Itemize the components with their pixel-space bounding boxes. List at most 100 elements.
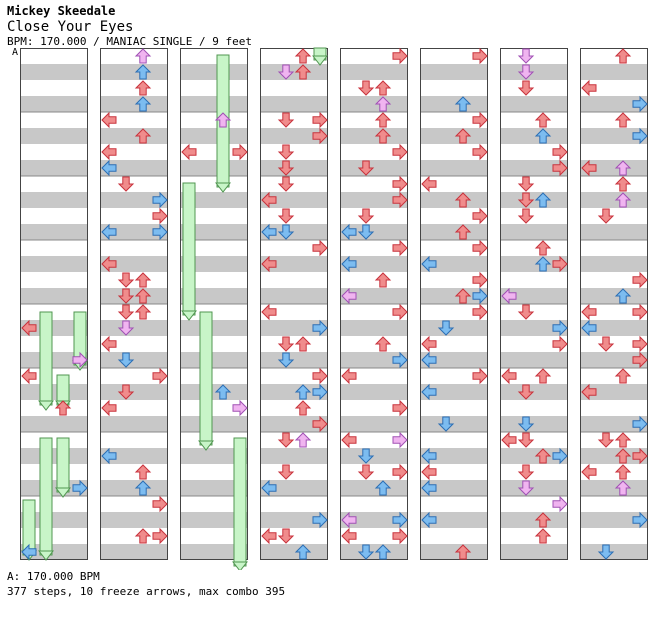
step-arrow [277, 144, 295, 160]
beat-stripe [420, 512, 488, 528]
step-arrow [357, 448, 375, 464]
step-arrow [117, 176, 135, 192]
beat-stripe [20, 320, 88, 336]
beat-stripe [180, 256, 248, 272]
beat-stripe [500, 352, 568, 368]
beat-stripe [580, 160, 648, 176]
beat-stripe [500, 416, 568, 432]
step-arrow [374, 544, 392, 560]
step-arrow [101, 447, 117, 465]
freeze-arrow-tail [37, 400, 55, 411]
beat-stripe [420, 352, 488, 368]
beat-stripe [500, 544, 568, 560]
footer-bpm: A: 170.000 BPM [7, 570, 100, 583]
measure-column-frame [260, 48, 328, 560]
beat-stripe [180, 480, 248, 496]
step-arrow [134, 304, 152, 320]
step-arrow [152, 207, 168, 225]
beat-stripe [420, 544, 488, 560]
step-arrow [392, 399, 408, 417]
beat-stripe [260, 352, 328, 368]
beat-stripe [340, 480, 408, 496]
step-arrow [294, 432, 312, 448]
step-arrow [581, 383, 597, 401]
step-arrow [214, 384, 232, 400]
beat-stripe [100, 160, 168, 176]
beat-stripe [340, 448, 408, 464]
freeze-arrow-body [39, 437, 53, 556]
step-arrow [277, 352, 295, 368]
freeze-arrow-tail [231, 561, 249, 570]
step-arrow [517, 384, 535, 400]
beat-stripe [580, 192, 648, 208]
step-arrow [501, 367, 517, 385]
step-arrow [374, 272, 392, 288]
step-arrow [117, 384, 135, 400]
step-arrow [534, 448, 552, 464]
beat-stripe [340, 224, 408, 240]
step-arrow [117, 288, 135, 304]
step-arrow [134, 80, 152, 96]
step-arrow [374, 96, 392, 112]
freeze-arrow-body [56, 437, 70, 493]
step-arrow [421, 335, 437, 353]
beat-stripe [20, 288, 88, 304]
step-arrow [534, 368, 552, 384]
step-arrow [134, 288, 152, 304]
beat-stripe [580, 256, 648, 272]
measure-column-frame [580, 48, 648, 560]
step-arrow [421, 479, 437, 497]
beat-stripe [260, 256, 328, 272]
beat-stripe [500, 64, 568, 80]
beat-stripe [340, 352, 408, 368]
step-arrow [341, 287, 357, 305]
measure-column-frame [180, 48, 248, 560]
beat-stripe [180, 512, 248, 528]
step-arrow [632, 415, 648, 433]
step-arrow [597, 432, 615, 448]
step-arrow [614, 368, 632, 384]
step-arrow [552, 495, 568, 513]
beat-stripe [580, 480, 648, 496]
beat-stripe [100, 480, 168, 496]
step-arrow [517, 80, 535, 96]
step-arrow [581, 319, 597, 337]
step-arrow [454, 96, 472, 112]
freeze-arrow-tail [214, 182, 232, 193]
step-arrow [392, 191, 408, 209]
step-arrow [101, 223, 117, 241]
beat-stripe [260, 224, 328, 240]
step-arrow [534, 528, 552, 544]
step-arrow [232, 143, 248, 161]
beat-stripe [580, 544, 648, 560]
step-arrow [232, 399, 248, 417]
beat-stripe [500, 480, 568, 496]
step-arrow [101, 159, 117, 177]
measure-column-frame [500, 48, 568, 560]
beat-stripe [20, 416, 88, 432]
step-arrow [277, 432, 295, 448]
step-arrow [392, 47, 408, 65]
step-arrow [534, 112, 552, 128]
step-arrow [632, 127, 648, 145]
step-arrow [21, 367, 37, 385]
step-arrow [312, 319, 328, 337]
measure-column-frame [100, 48, 168, 560]
step-arrow [421, 463, 437, 481]
step-arrow [632, 447, 648, 465]
step-arrow [374, 336, 392, 352]
step-arrow [261, 479, 277, 497]
step-arrow [101, 335, 117, 353]
beat-stripe [420, 448, 488, 464]
step-arrow [421, 175, 437, 193]
beat-stripe [340, 512, 408, 528]
step-arrow [261, 255, 277, 273]
beat-stripe [100, 192, 168, 208]
step-arrow [632, 511, 648, 529]
step-arrow [392, 431, 408, 449]
step-arrow [517, 464, 535, 480]
step-arrow [597, 336, 615, 352]
beat-stripe [500, 448, 568, 464]
step-arrow [152, 495, 168, 513]
beat-stripe [340, 256, 408, 272]
